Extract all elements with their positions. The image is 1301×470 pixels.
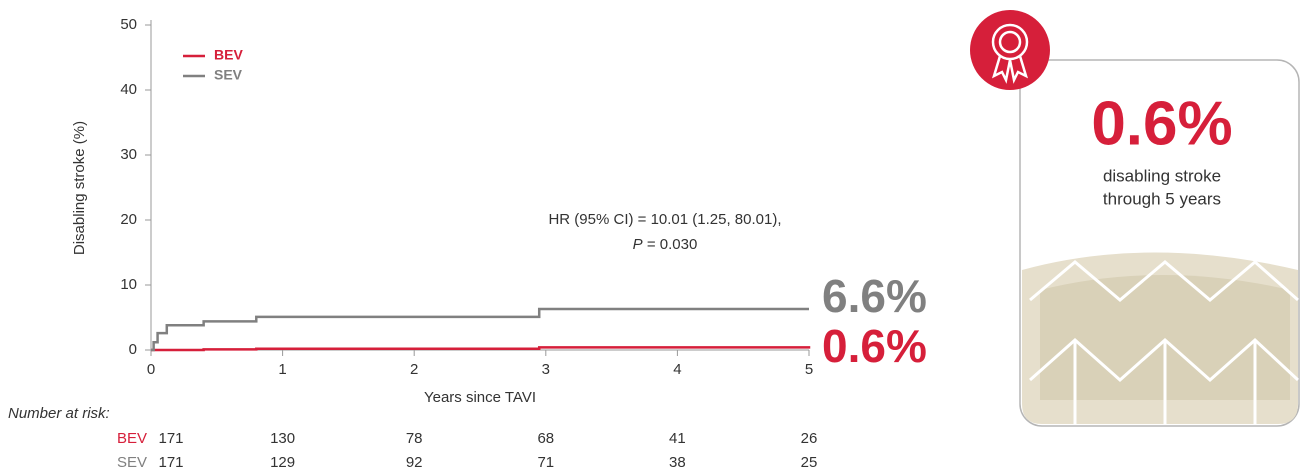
x-axis-label: Years since TAVI (424, 389, 536, 406)
highlight-value: 0.6% (1091, 89, 1232, 158)
legend-label: BEV (214, 47, 243, 63)
y-axis-label: Disabling stroke (%) (71, 121, 88, 255)
risk-value: 26 (801, 430, 818, 447)
risk-value: 68 (537, 430, 554, 447)
risk-row-name: SEV (117, 454, 147, 470)
x-tick-label: 3 (542, 361, 550, 378)
end-label: 0.6% (822, 320, 927, 372)
risk-value: 130 (270, 430, 295, 447)
x-tick-label: 4 (673, 361, 681, 378)
risk-value: 92 (406, 454, 423, 470)
x-tick-label: 2 (410, 361, 418, 378)
valve-image (1022, 252, 1300, 424)
x-tick-label: 1 (278, 361, 286, 378)
km-curve (151, 346, 811, 352)
p-symbol: P (633, 236, 643, 253)
annotation-p: P = 0.030 (633, 236, 698, 253)
risk-value: 71 (537, 454, 554, 470)
p-value: = 0.030 (643, 236, 698, 253)
annotation: HR (95% CI) = 10.01 (1.25, 80.01), (548, 211, 781, 228)
y-tick-label: 30 (120, 146, 137, 163)
risk-row-name: BEV (117, 430, 147, 447)
highlight-text: disabling stroke (1103, 166, 1221, 185)
y-tick-label: 0 (129, 341, 137, 358)
y-tick-label: 50 (120, 16, 137, 33)
award-icon (991, 23, 1029, 84)
risk-title: Number at risk: (8, 405, 110, 422)
end-label: 6.6% (822, 270, 927, 322)
x-tick-label: 0 (147, 361, 155, 378)
highlight-text: through 5 years (1103, 189, 1221, 208)
y-tick-label: 10 (120, 276, 137, 293)
legend-label: SEV (214, 67, 243, 83)
x-tick-label: 5 (805, 361, 813, 378)
risk-value: 38 (669, 454, 686, 470)
y-tick-label: 20 (120, 211, 137, 228)
risk-value: 41 (669, 430, 686, 447)
risk-value: 78 (406, 430, 423, 447)
risk-value: 25 (801, 454, 818, 470)
km-curve (151, 307, 809, 352)
award-badge (970, 10, 1050, 90)
risk-value: 171 (158, 454, 183, 470)
risk-value: 171 (158, 430, 183, 447)
risk-value: 129 (270, 454, 295, 470)
y-tick-label: 40 (120, 81, 137, 98)
